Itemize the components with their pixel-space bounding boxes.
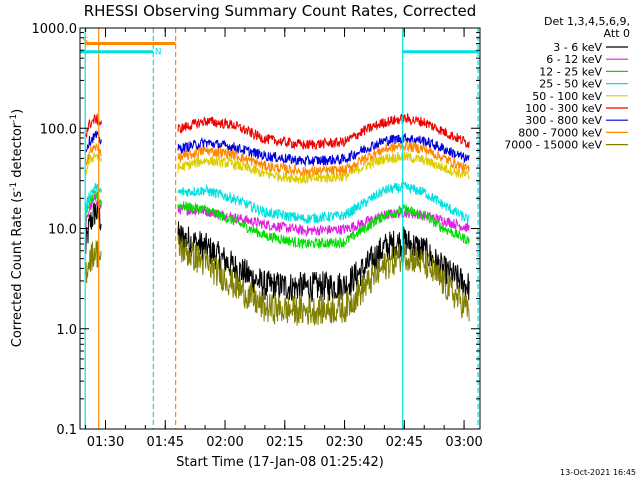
y-tick-label-4: 1000.0 [32, 22, 78, 37]
footer-timestamp: 13-Oct-2021 16:45 [560, 468, 636, 477]
series-6-segment-1 [177, 133, 470, 167]
y-axis-label-part1: Corrected Count Rate (s [10, 191, 25, 348]
y-axis-label-part3: ) [10, 109, 25, 114]
legend-entry-3: 25 - 50 keV [539, 78, 602, 91]
x-tick-label-2: 02:00 [206, 435, 243, 450]
x-tick-label-4: 02:30 [326, 435, 363, 450]
series-7-segment-1 [177, 140, 470, 178]
chart-title: RHESSI Observing Summary Count Rates, Co… [84, 2, 477, 20]
legend-entry-4: 50 - 100 keV [532, 90, 602, 103]
y-tick-label-1: 1.0 [56, 323, 77, 338]
legend-entry-1: 6 - 12 keV [546, 53, 602, 66]
legend-entry-0: 3 - 6 keV [553, 41, 602, 54]
legend-entry-2: 12 - 25 keV [539, 65, 602, 78]
x-tick-label-5: 02:45 [386, 435, 423, 450]
series-3 [84, 180, 470, 225]
series-5-segment-1 [177, 112, 470, 151]
y-axis-label: Corrected Count Rate (s-1 detector-1) [9, 109, 25, 347]
y-axis-label-sup1: -1 [9, 182, 19, 191]
x-tick-label-0: 01:30 [87, 435, 124, 450]
observing-bars-layer: SN [80, 37, 479, 58]
series-3-segment-1 [177, 180, 470, 225]
series-8-segment-1 [177, 234, 470, 326]
marker-1: N [155, 48, 162, 58]
y-tick-label-0: 0.1 [56, 423, 77, 438]
x-axis-label: Start Time (17-Jan-08 01:25:42) [176, 455, 384, 470]
x-tick-label-1: 01:45 [147, 435, 184, 450]
y-axis-label-sup2: -1 [9, 114, 19, 123]
legend-entry-5: 100 - 300 keV [525, 102, 602, 115]
legend-header-line1: Det 1,3,4,5,6,9, [544, 15, 630, 28]
series-1-segment-1 [177, 204, 470, 237]
series-4-segment-1 [177, 151, 470, 184]
x-tick-label-6: 03:00 [445, 435, 482, 450]
y-tick-label-3: 100.0 [40, 122, 77, 137]
legend-entry-8: 7000 - 15000 keV [504, 139, 602, 152]
y-ticks-layer: 0.1 1.0 10.0 100.0 1000.0 [32, 22, 480, 438]
y-tick-label-2: 10.0 [48, 223, 77, 238]
legend-header-line2: Att 0 [604, 27, 630, 40]
y-axis-label-part2: detector [10, 122, 25, 182]
marker-0: S [82, 37, 88, 47]
series-2 [84, 190, 470, 250]
legend-entry-6: 300 - 800 keV [525, 114, 602, 127]
series-layer [84, 112, 470, 326]
series-2-segment-1 [177, 201, 470, 250]
legend-entry-7: 800 - 7000 keV [518, 126, 602, 139]
x-ticks-layer: 01:30 01:45 02:00 02:15 02:30 02:45 03:00 [85, 28, 483, 450]
x-tick-label-3: 02:15 [266, 435, 303, 450]
